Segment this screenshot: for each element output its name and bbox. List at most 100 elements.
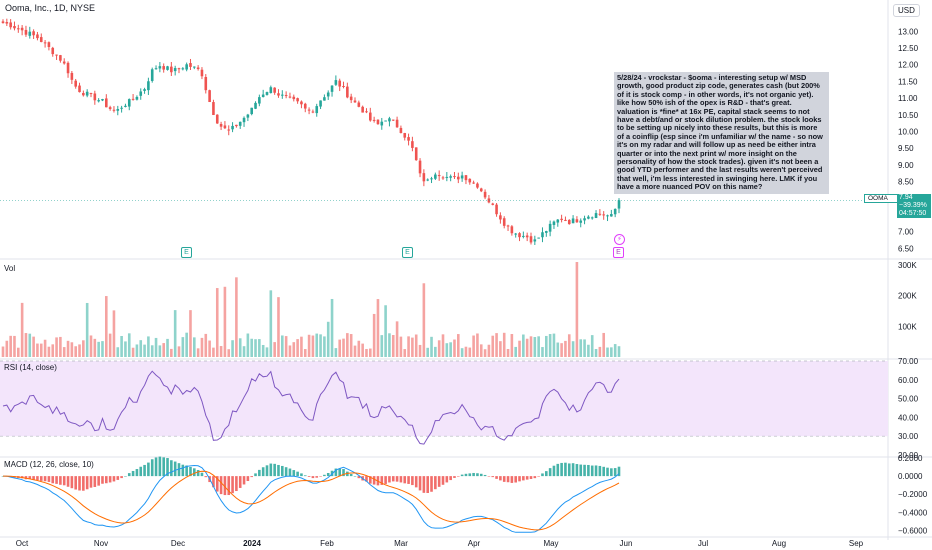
macd-histogram-bar [231, 476, 234, 494]
macd-histogram-bar [124, 476, 127, 477]
signal-line [3, 470, 620, 531]
candle-body [426, 179, 429, 181]
candle-body [560, 218, 563, 221]
candle-body [472, 182, 475, 184]
macd-histogram-bar [338, 468, 341, 477]
volume-bar [101, 341, 104, 357]
chart-title: Ooma, Inc., 1D, NYSE [5, 3, 96, 13]
candle-body [139, 91, 143, 96]
macd-histogram-bar [430, 476, 433, 492]
volume-bar [51, 344, 55, 357]
candle-body [277, 93, 280, 96]
macd-histogram-bar [590, 465, 594, 477]
macd-histogram-bar [47, 476, 51, 482]
candle-body [13, 26, 16, 29]
volume-bar [307, 334, 311, 357]
candle-body [606, 215, 609, 217]
candle-body [483, 191, 487, 198]
candle-body [185, 64, 188, 70]
macd-histogram-bar [258, 469, 261, 477]
volume-bar [215, 288, 219, 357]
macd-histogram-bar [78, 476, 81, 491]
candle-body [261, 94, 265, 98]
volume-bar [127, 333, 131, 357]
candle-body [422, 173, 426, 182]
volume-bar [334, 348, 338, 357]
y-tick-label: 50.00 [898, 395, 919, 404]
volume-bar [70, 342, 74, 357]
volume-bar [204, 333, 208, 357]
volume-bar [556, 342, 560, 357]
volume-bar [617, 346, 621, 357]
candle-body [101, 99, 104, 101]
volume-bar [537, 336, 540, 357]
x-tick-label: 2024 [243, 539, 261, 548]
candle-body [116, 109, 120, 111]
volume-bar [349, 334, 353, 357]
macd-histogram-bar [426, 476, 429, 493]
candle-body [181, 68, 185, 70]
volume-bar [78, 344, 81, 357]
earnings-marker-icon[interactable]: E [181, 247, 192, 258]
candle-body [250, 107, 253, 115]
candle-body [300, 101, 303, 105]
volume-bar [124, 341, 127, 357]
volume-bar [227, 349, 231, 357]
macd-histogram-bar [610, 468, 613, 477]
volume-bar [506, 349, 510, 357]
volume-bar [613, 344, 617, 357]
currency-button[interactable]: USD [893, 4, 920, 17]
volume-bar [602, 332, 605, 357]
y-tick-label: 200K [898, 292, 917, 301]
volume-bar [499, 341, 502, 357]
volume-bar [193, 337, 196, 357]
candle-body [391, 119, 395, 121]
candle-body [369, 112, 372, 121]
candle-body [365, 111, 368, 113]
volume-bar [177, 346, 181, 357]
volume-bar [150, 345, 154, 357]
volume-bar [365, 348, 368, 357]
volume-bar [17, 347, 20, 357]
macd-line [2, 464, 620, 533]
candle-body [587, 216, 590, 219]
macd-histogram-bar [250, 476, 253, 478]
candle-body [411, 141, 414, 148]
macd-histogram-bar [510, 476, 514, 483]
candle-body [227, 129, 231, 131]
earnings-marker-icon[interactable]: E [402, 247, 413, 258]
volume-bar [105, 296, 108, 357]
x-tick-label: Sep [849, 539, 864, 548]
candle-body [338, 80, 341, 87]
volume-bar [430, 336, 433, 357]
macd-histogram-bar [143, 464, 146, 477]
candle-body [36, 34, 39, 39]
volume-bar [173, 310, 177, 357]
macd-histogram-bar [571, 463, 575, 477]
macd-histogram-bar [254, 473, 257, 477]
candle-body [403, 133, 407, 138]
volume-bar [250, 338, 253, 357]
macd-histogram-bar [200, 472, 204, 477]
y-tick-label: 20.00 [898, 451, 919, 460]
volume-bar [391, 335, 395, 357]
candle-body [150, 69, 154, 81]
earnings-marker-icon[interactable]: E [613, 247, 624, 258]
macd-histogram-bar [246, 476, 250, 482]
candle-body [579, 220, 583, 223]
price-tag-countdown: 04:57:50 [899, 210, 927, 217]
volume-bar [518, 340, 521, 357]
volume-bar [414, 334, 418, 357]
volume-bar [135, 344, 139, 357]
volume-bar [223, 286, 227, 357]
macd-histogram-bar [288, 468, 292, 477]
volume-bar [181, 337, 185, 357]
macd-histogram-bar [193, 468, 196, 477]
x-tick-label: Apr [468, 539, 481, 548]
macd-histogram-bar [296, 471, 299, 477]
candle-body [55, 54, 58, 56]
candle-body [170, 66, 173, 73]
volume-bar [74, 346, 77, 357]
candle-body [414, 147, 418, 161]
lightning-icon[interactable]: ⚡︎ [614, 234, 625, 245]
